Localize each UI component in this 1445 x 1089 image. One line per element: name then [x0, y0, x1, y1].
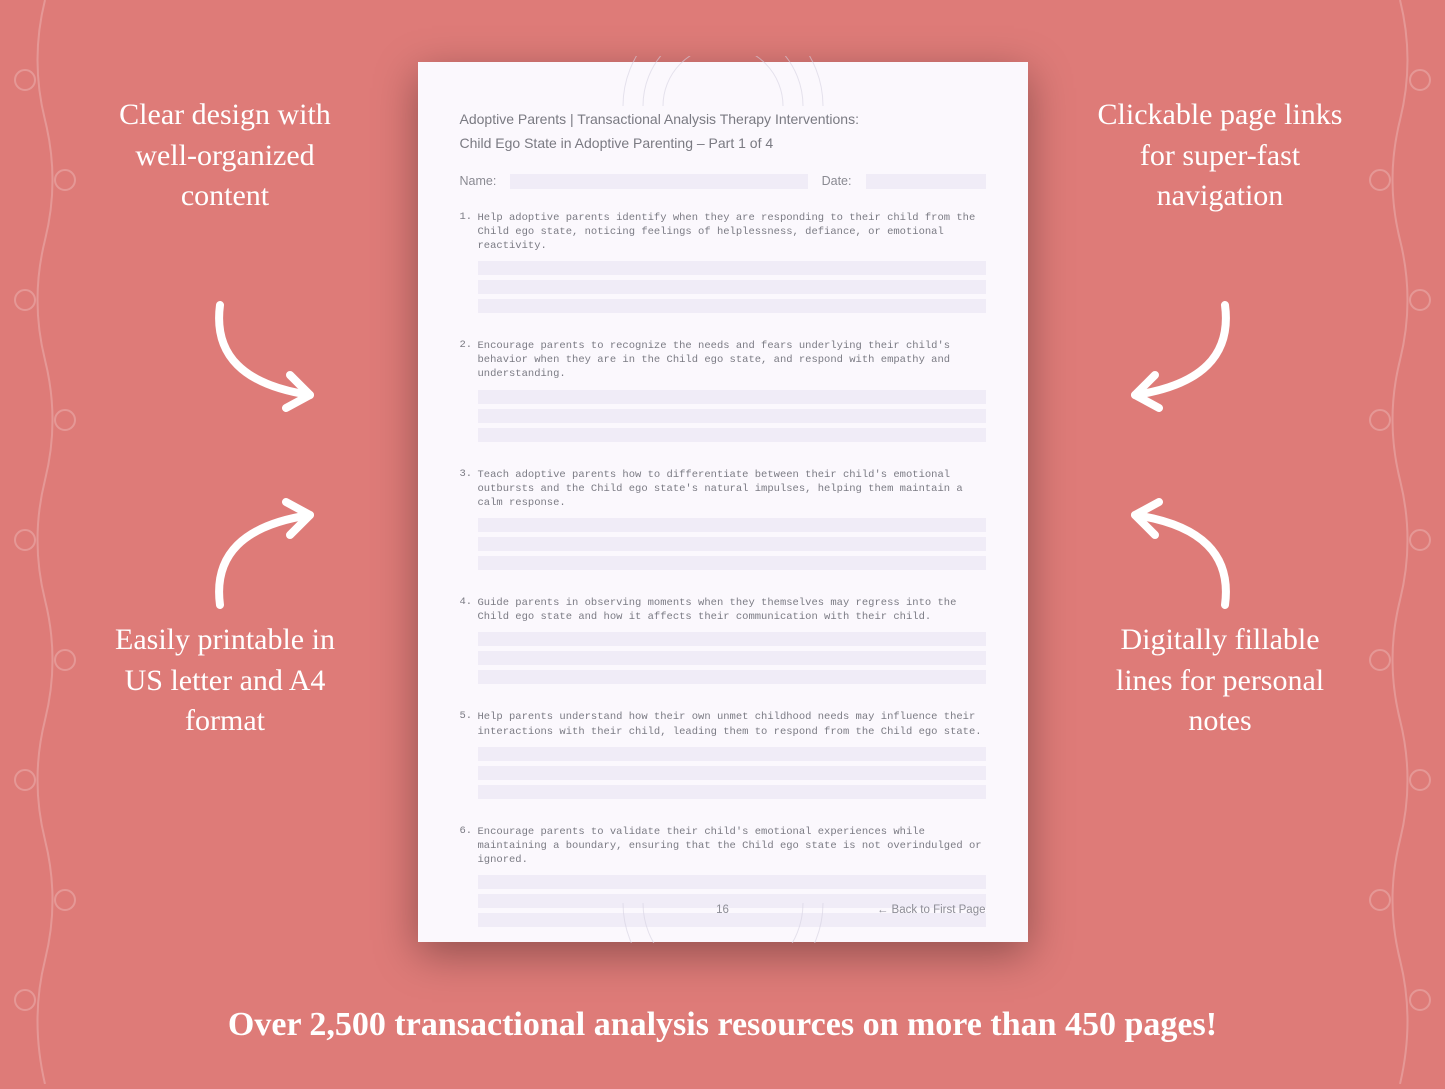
item-prompt: Guide parents in observing moments when …: [478, 596, 986, 624]
arrow-bottom-right: [1105, 480, 1245, 620]
bottom-banner: Over 2,500 transactional analysis resour…: [0, 1006, 1445, 1044]
fillable-line[interactable]: [478, 280, 986, 294]
fillable-line[interactable]: [478, 785, 986, 799]
arrow-top-left: [200, 290, 340, 430]
name-date-row: Name: Date:: [460, 174, 986, 189]
name-input[interactable]: [510, 174, 807, 189]
worksheet-title: Adoptive Parents | Transactional Analysi…: [460, 108, 986, 156]
item-prompt: Encourage parents to validate their chil…: [478, 825, 986, 868]
callout-bottom-right: Digitally fillable lines for personal no…: [1090, 620, 1350, 742]
item-number: 2.: [460, 339, 473, 351]
fillable-lines[interactable]: [478, 518, 986, 570]
page-number: 16: [716, 904, 729, 916]
item-number: 6.: [460, 825, 473, 837]
item-number: 1.: [460, 211, 473, 223]
fillable-line[interactable]: [478, 875, 986, 889]
fillable-line[interactable]: [478, 766, 986, 780]
floral-border-left: [0, 0, 90, 1084]
date-input[interactable]: [866, 174, 986, 189]
worksheet-item: 3. Teach adoptive parents how to differen…: [460, 468, 986, 571]
worksheet-title-line2: Child Ego State in Adoptive Parenting – …: [460, 132, 986, 156]
arrow-bottom-left: [200, 480, 340, 620]
fillable-line[interactable]: [478, 518, 986, 532]
fillable-line[interactable]: [478, 537, 986, 551]
fillable-line[interactable]: [478, 556, 986, 570]
fillable-line[interactable]: [478, 747, 986, 761]
item-number: 4.: [460, 596, 473, 608]
fillable-lines[interactable]: [478, 747, 986, 799]
worksheet-item: 2. Encourage parents to recognize the nee…: [460, 339, 986, 442]
fillable-lines[interactable]: [478, 390, 986, 442]
item-prompt: Help parents understand how their own un…: [478, 710, 986, 738]
fillable-line[interactable]: [478, 261, 986, 275]
worksheet-page: Adoptive Parents | Transactional Analysi…: [418, 62, 1028, 942]
worksheet-item: 1. Help adoptive parents identify when th…: [460, 211, 986, 314]
callout-bottom-left: Easily printable in US letter and A4 for…: [95, 620, 355, 742]
fillable-line[interactable]: [478, 651, 986, 665]
fillable-line[interactable]: [478, 428, 986, 442]
date-label: Date:: [822, 174, 852, 188]
floral-border-right: [1355, 0, 1445, 1084]
fillable-line[interactable]: [478, 409, 986, 423]
worksheet-item: 5. Help parents understand how their own …: [460, 710, 986, 798]
worksheet-item: 4. Guide parents in observing moments whe…: [460, 596, 986, 684]
callout-top-right: Clickable page links for super-fast navi…: [1090, 95, 1350, 217]
fillable-lines[interactable]: [478, 261, 986, 313]
fillable-line[interactable]: [478, 670, 986, 684]
worksheet-items: 1. Help adoptive parents identify when th…: [460, 211, 986, 928]
item-number: 5.: [460, 710, 473, 722]
worksheet-title-line1: Adoptive Parents | Transactional Analysi…: [460, 108, 986, 132]
arrow-top-right: [1105, 290, 1245, 430]
callout-top-left: Clear design with well-organized content: [95, 95, 355, 217]
page-footer: 16 ← Back to First Page: [460, 904, 986, 916]
fillable-line[interactable]: [478, 299, 986, 313]
item-prompt: Encourage parents to recognize the needs…: [478, 339, 986, 382]
name-label: Name:: [460, 174, 497, 188]
fillable-line[interactable]: [478, 632, 986, 646]
fillable-lines[interactable]: [478, 875, 986, 927]
item-number: 3.: [460, 468, 473, 480]
item-prompt: Help adoptive parents identify when they…: [478, 211, 986, 254]
item-prompt: Teach adoptive parents how to differenti…: [478, 468, 986, 511]
mandala-decoration-top: [613, 56, 833, 111]
fillable-lines[interactable]: [478, 632, 986, 684]
back-to-first-page-link[interactable]: ← Back to First Page: [877, 904, 986, 916]
fillable-line[interactable]: [478, 390, 986, 404]
